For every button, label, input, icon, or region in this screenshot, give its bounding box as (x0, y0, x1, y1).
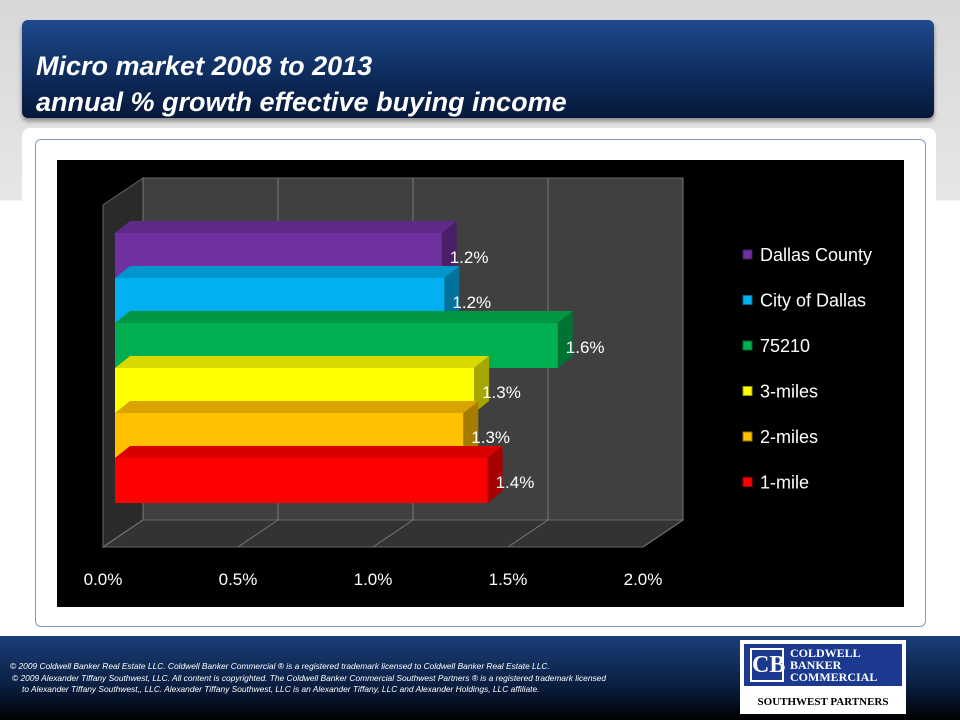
chart-svg: 0.0% 0.5% 1.0% 1.5% 2.0% 1.2% 1.2% 1.6% 1.3% 1.3%… (84, 177, 872, 589)
bar-top (115, 356, 490, 368)
bar-top (115, 311, 573, 323)
bar-top (115, 446, 503, 458)
floor-gridline (507, 519, 549, 548)
cb-mark-icon: CB (750, 648, 785, 682)
chart: 0.0% 0.5% 1.0% 1.5% 2.0% 1.2% 1.2% 1.6% 1.3% 1.3%… (57, 160, 904, 607)
data-label: 1.4% (496, 473, 535, 492)
title-line-2: annual % growth effective buying income (36, 87, 567, 117)
x-tick-label: 2.0% (624, 570, 663, 589)
bar-top (115, 401, 479, 413)
data-label: 1.6% (566, 338, 605, 357)
bar-side (487, 446, 503, 503)
bar-side (463, 401, 479, 458)
legend-swatch (742, 431, 753, 442)
floor-gridline (642, 519, 684, 548)
legend-label: 2-miles (760, 427, 818, 447)
legend-label: 1-mile (760, 473, 809, 493)
copyright-line-2: © 2009 Alexander Tiffany Southwest, LLC.… (12, 673, 606, 683)
bar-side (441, 221, 457, 278)
bar-side (557, 311, 573, 368)
data-label: 1.2% (450, 248, 489, 267)
logo-subtitle: SOUTHWEST PARTNERS (740, 690, 906, 714)
data-label: 1.3% (471, 428, 510, 447)
legend-swatch (742, 295, 753, 305)
x-tick-label: 1.5% (489, 570, 528, 589)
title-line-1: Micro market 2008 to 2013 (36, 51, 373, 81)
copyright-line-1: © 2009 Coldwell Banker Real Estate LLC. … (10, 661, 550, 671)
bar-1-mile (115, 458, 488, 503)
legend-swatch (742, 386, 753, 396)
legend-label: Dallas County (760, 245, 872, 265)
bar-top (115, 266, 460, 278)
legend-label: 75210 (760, 336, 810, 356)
content-frame (35, 139, 926, 627)
data-label: 1.3% (482, 383, 521, 402)
floor-gridline (372, 519, 414, 548)
bar-side (474, 356, 490, 413)
floor-gridline (237, 519, 279, 548)
legend-label: 3-miles (760, 382, 818, 402)
legend-label: City of Dallas (760, 291, 866, 311)
title-bar: Micro market 2008 to 2013 annual % growt… (22, 20, 934, 118)
data-label: 1.2% (452, 293, 491, 312)
bar-side (444, 266, 460, 323)
x-tick-label: 1.0% (354, 570, 393, 589)
legend-swatch (742, 340, 753, 351)
x-tick-label: 0.0% (84, 570, 123, 589)
copyright-line-3: to Alexander Tiffany Southwest,, LLC. Al… (22, 684, 540, 694)
floor-gridline (102, 519, 144, 548)
x-tick-label: 0.5% (219, 570, 258, 589)
coldwell-banker-logo: CB COLDWELL BANKER COMMERCIAL SOUTHWEST PA… (740, 640, 906, 714)
bar-top (115, 221, 457, 233)
legend-swatch (742, 477, 753, 487)
legend-swatch (742, 249, 753, 260)
